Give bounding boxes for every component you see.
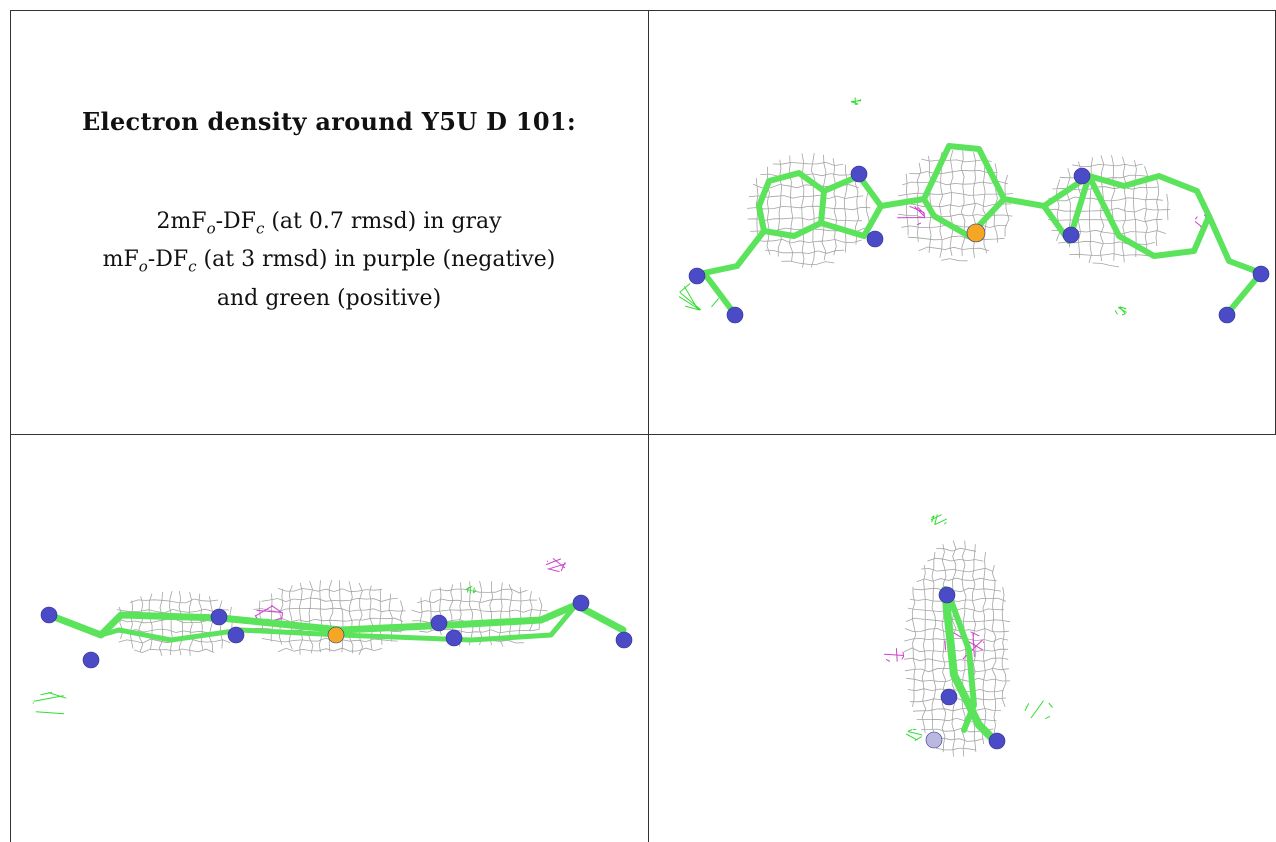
nitrogen-atom: [430, 614, 448, 632]
legend-line-fofc: mFo-DFc (at 3 rmsd) in purple (negative): [10, 244, 648, 282]
top-view-render: [678, 97, 1270, 324]
positive-density: [1024, 700, 1053, 720]
figure-legend: 2mFo-DFc (at 0.7 rmsd) in gray mFo-DFc (…: [10, 206, 648, 314]
nitrogen-atom: [572, 594, 590, 612]
nitrogen-atom: [1073, 167, 1091, 185]
nitrogen-atom: [82, 651, 100, 669]
nitrogen-atom: [938, 586, 956, 604]
side-view-render: [32, 558, 633, 715]
legend-text: (at 3 rmsd) in purple (negative): [196, 247, 556, 273]
nitrogen-atom: [866, 230, 884, 248]
positive-density: [850, 97, 862, 105]
nitrogen-atom: [925, 731, 943, 749]
sulfur-atom: [966, 223, 986, 243]
nitrogen-atom: [726, 306, 744, 324]
nitrogen-atom: [1062, 226, 1080, 244]
nitrogen-atom: [850, 165, 868, 183]
molecule-top-view: [649, 11, 1275, 434]
nitrogen-atom: [445, 629, 463, 647]
legend-text: 2mF: [156, 209, 207, 234]
table-row-divider: [10, 434, 1276, 435]
caption-cell: Electron density around Y5U D 101: 2mFo-…: [10, 10, 648, 434]
carbon-bonds: [98, 602, 579, 643]
density-mesh: [903, 540, 1011, 757]
positive-density: [678, 283, 720, 311]
legend-subscript: c: [255, 219, 265, 238]
positive-density: [32, 691, 67, 715]
legend-subscript: o: [138, 257, 148, 276]
nitrogen-atom: [210, 608, 228, 626]
carbon-bonds: [878, 143, 1007, 239]
density-mesh: [250, 579, 406, 656]
legend-line-2fofc: 2mFo-DFc (at 0.7 rmsd) in gray: [10, 206, 648, 244]
positive-density: [1114, 306, 1127, 316]
nitrogen-atom: [227, 626, 245, 644]
nitrogen-atom: [940, 688, 958, 706]
figure-title: Electron density around Y5U D 101:: [81, 107, 577, 136]
table-middle-border: [648, 10, 649, 842]
carbon-bonds: [941, 586, 998, 744]
carbon-bonds: [946, 592, 977, 733]
nitrogen-atom: [615, 631, 633, 649]
positive-density: [905, 728, 923, 742]
carbon-bonds: [701, 228, 767, 316]
nitrogen-atom: [988, 732, 1006, 750]
carbon-bonds: [756, 170, 827, 239]
legend-text: -DF: [215, 209, 256, 234]
carbon-bonds: [1206, 213, 1264, 317]
nitrogen-atom: [1218, 306, 1236, 324]
table-top-border: [10, 10, 1276, 11]
positive-density: [930, 514, 948, 526]
legend-line-colors: and green (positive): [216, 285, 442, 311]
figure-table: Electron density around Y5U D 101: 2mFo-…: [10, 10, 1276, 842]
legend-subscript: o: [206, 219, 216, 238]
negative-density: [897, 205, 926, 226]
positive-density: [465, 586, 477, 594]
negative-density: [545, 558, 566, 573]
end-view-render: [884, 514, 1053, 757]
legend-text: -DF: [147, 247, 189, 273]
molecule-side-view: [11, 435, 648, 842]
nitrogen-atom: [1252, 265, 1270, 283]
legend-text: (at 0.7 rmsd) in gray: [264, 209, 502, 234]
negative-density: [884, 648, 905, 662]
molecule-end-view: [649, 435, 1276, 842]
sulfur-atom: [327, 626, 345, 644]
legend-subscript: c: [188, 257, 197, 276]
density-mesh: [411, 580, 549, 647]
table-left-border: [10, 10, 11, 842]
nitrogen-atom: [40, 606, 58, 624]
legend-text: mF: [102, 247, 139, 273]
nitrogen-atom: [688, 267, 706, 285]
